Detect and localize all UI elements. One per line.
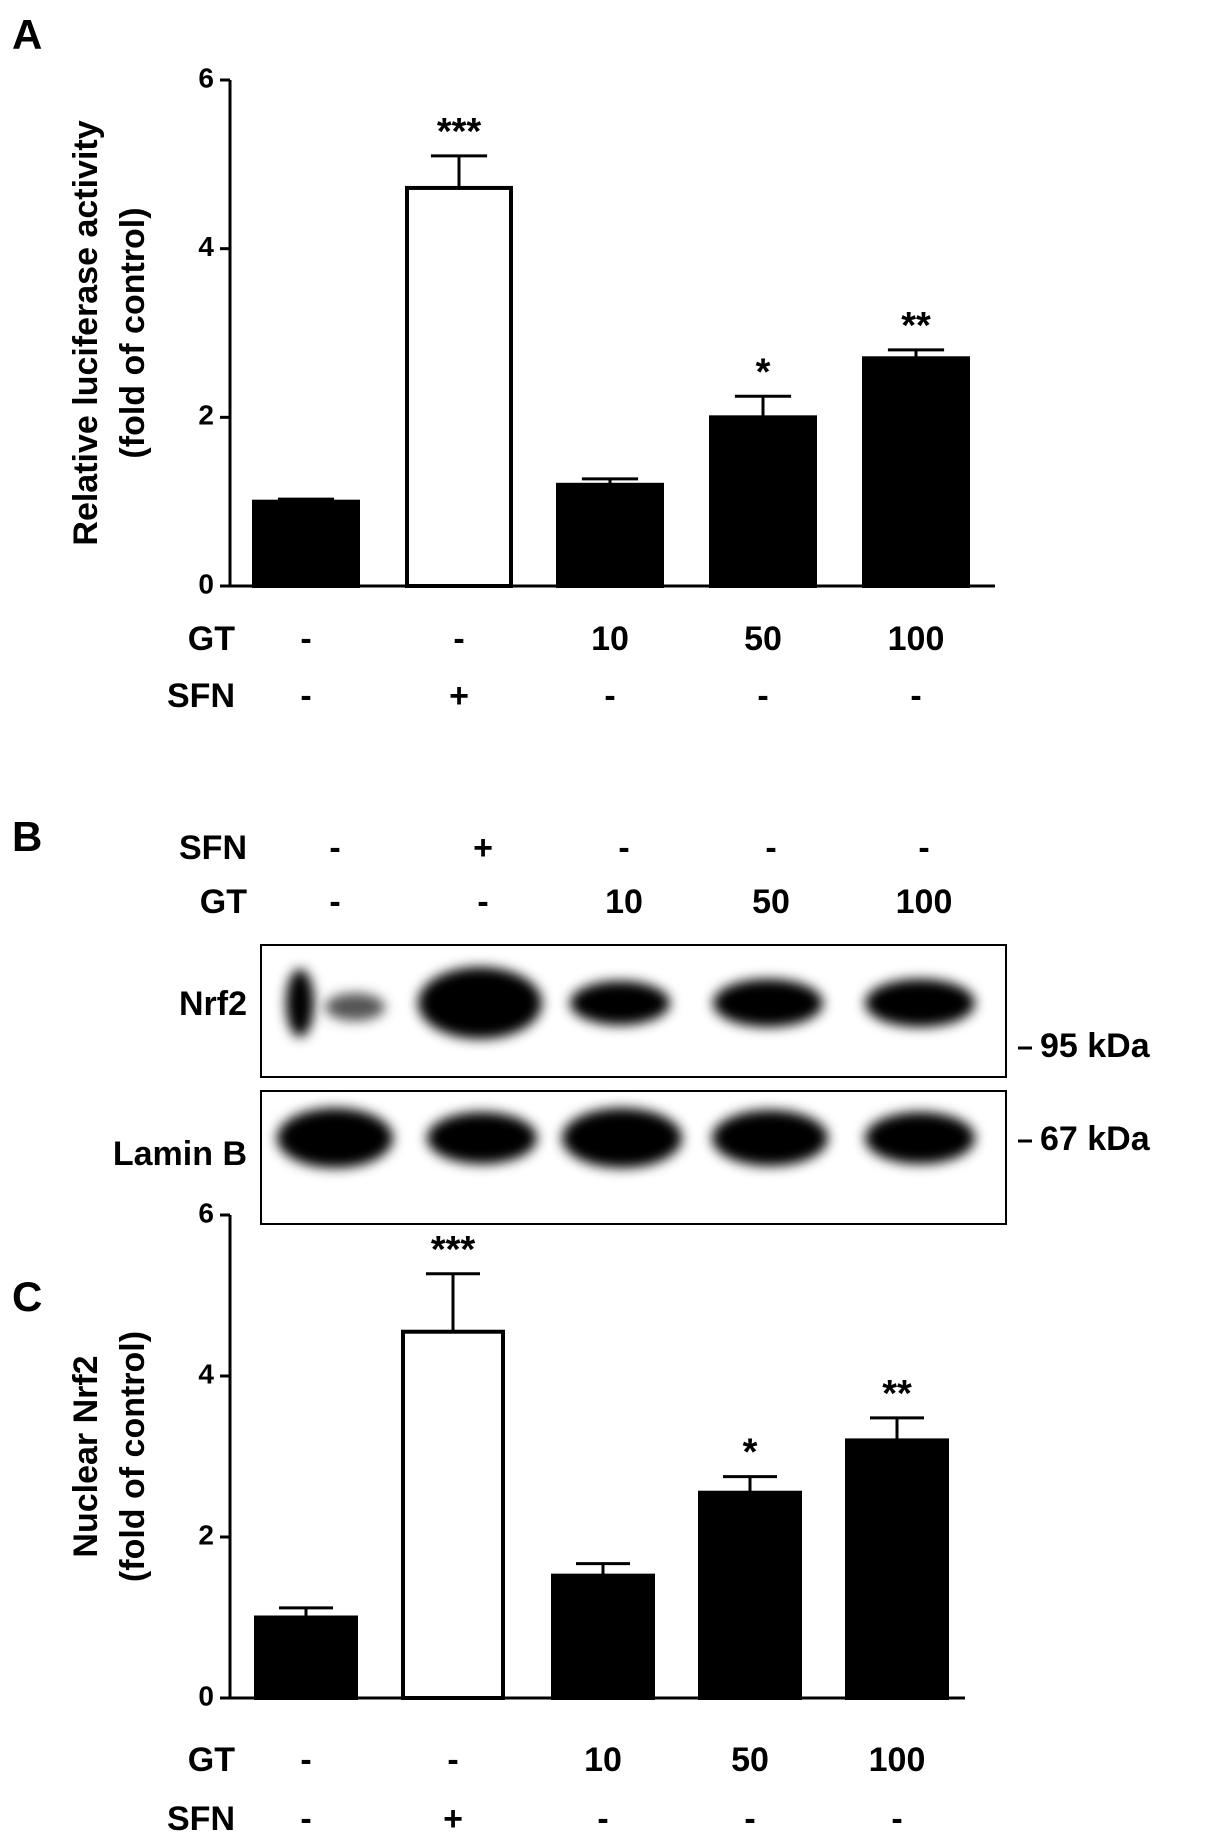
bar bbox=[698, 1490, 802, 1700]
lane-label: 100 bbox=[896, 883, 953, 921]
band-label: Nrf2 bbox=[179, 985, 247, 1023]
bar bbox=[845, 1438, 949, 1701]
condition-label: - bbox=[910, 677, 921, 715]
lane-label: 50 bbox=[752, 883, 790, 921]
lane-label: - bbox=[329, 883, 340, 921]
lane-label: 10 bbox=[605, 883, 643, 921]
condition-label: - bbox=[744, 1800, 755, 1838]
condition-label: 100 bbox=[869, 1741, 926, 1779]
y-tick-label: 6 bbox=[198, 62, 214, 93]
panel-label: B bbox=[12, 813, 42, 860]
condition-label: - bbox=[300, 1741, 311, 1779]
band bbox=[713, 979, 823, 1027]
row-label: GT bbox=[188, 620, 235, 658]
condition-label: + bbox=[443, 1800, 463, 1838]
bar bbox=[556, 482, 664, 588]
condition-label: 100 bbox=[888, 620, 945, 658]
row-label: SFN bbox=[167, 1800, 235, 1838]
lane-label: - bbox=[918, 829, 929, 867]
condition-label: - bbox=[757, 677, 768, 715]
bar bbox=[862, 356, 970, 588]
y-tick-label: 6 bbox=[198, 1197, 214, 1228]
y-tick-label: 2 bbox=[198, 1519, 214, 1550]
significance-label: * bbox=[743, 1432, 758, 1474]
y-axis-label: Relative luciferase activity bbox=[67, 120, 105, 545]
condition-label: - bbox=[447, 1741, 458, 1779]
y-axis-label: (fold of control) bbox=[114, 1331, 152, 1582]
blot-bands bbox=[277, 1108, 975, 1168]
row-label: GT bbox=[188, 1741, 235, 1779]
band bbox=[570, 981, 670, 1025]
condition-label: - bbox=[453, 620, 464, 658]
y-tick-label: 0 bbox=[198, 1680, 214, 1711]
size-marker: 67 kDa bbox=[1040, 1120, 1151, 1158]
band-label: Lamin B bbox=[113, 1135, 247, 1173]
y-tick-label: 4 bbox=[198, 231, 214, 262]
significance-label: *** bbox=[431, 1229, 476, 1271]
bar bbox=[401, 1329, 505, 1700]
condition-label: 10 bbox=[591, 620, 629, 658]
blot-bands bbox=[286, 967, 975, 1039]
band bbox=[712, 1110, 828, 1166]
lane-label: + bbox=[473, 829, 493, 867]
band bbox=[865, 1112, 975, 1164]
bar bbox=[709, 415, 817, 589]
condition-label: - bbox=[300, 677, 311, 715]
lane-label: - bbox=[329, 829, 340, 867]
y-axis-label: (fold of control) bbox=[114, 207, 152, 458]
band bbox=[418, 967, 542, 1039]
condition-label: - bbox=[597, 1800, 608, 1838]
lane-label: - bbox=[618, 829, 629, 867]
bar bbox=[551, 1573, 655, 1701]
band bbox=[325, 993, 385, 1021]
row-label: SFN bbox=[167, 677, 235, 715]
band bbox=[865, 979, 975, 1027]
panel-label: C bbox=[12, 1273, 42, 1320]
condition-label: - bbox=[300, 620, 311, 658]
significance-label: ** bbox=[882, 1373, 912, 1415]
condition-label: + bbox=[449, 677, 469, 715]
bar bbox=[252, 499, 360, 588]
condition-label: 50 bbox=[731, 1741, 769, 1779]
y-tick-label: 4 bbox=[198, 1358, 214, 1389]
lane-label: - bbox=[765, 829, 776, 867]
row-label: GT bbox=[200, 883, 247, 921]
lane-label: - bbox=[477, 883, 488, 921]
panel-label: A bbox=[12, 11, 42, 58]
condition-label: 10 bbox=[584, 1741, 622, 1779]
size-marker: 95 kDa bbox=[1040, 1027, 1151, 1065]
significance-label: ** bbox=[901, 305, 931, 347]
y-axis-label: Nuclear Nrf2 bbox=[67, 1355, 105, 1557]
band bbox=[427, 1112, 537, 1164]
band bbox=[562, 1108, 682, 1168]
row-label: SFN bbox=[179, 829, 247, 867]
condition-label: - bbox=[891, 1800, 902, 1838]
condition-label: - bbox=[300, 1800, 311, 1838]
significance-label: *** bbox=[437, 111, 482, 153]
bar bbox=[405, 185, 513, 589]
significance-label: * bbox=[756, 351, 771, 393]
bar bbox=[254, 1615, 358, 1700]
y-tick-label: 0 bbox=[198, 568, 214, 599]
band bbox=[277, 1108, 393, 1168]
condition-label: - bbox=[604, 677, 615, 715]
condition-label: 50 bbox=[744, 620, 782, 658]
band bbox=[286, 969, 314, 1037]
y-tick-label: 2 bbox=[198, 400, 214, 431]
